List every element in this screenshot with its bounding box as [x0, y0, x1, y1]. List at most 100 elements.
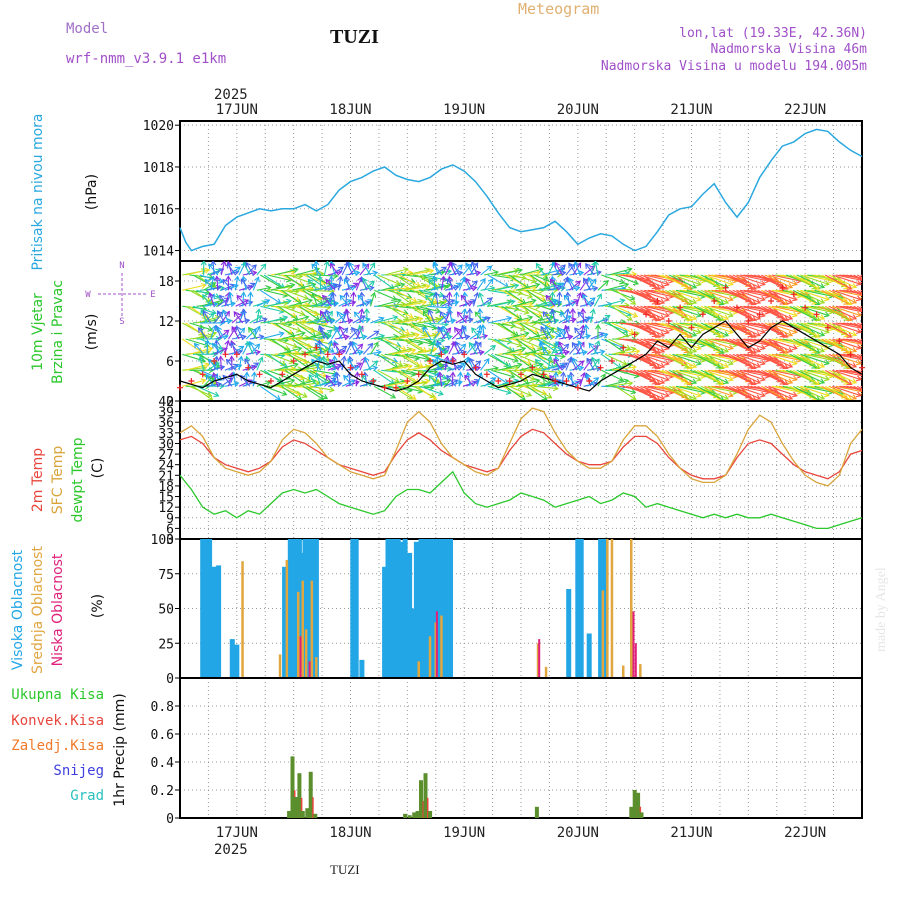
- wind-arrow: [636, 274, 665, 289]
- wind-arrow-head: [819, 347, 826, 353]
- wind-arrow-head: [257, 356, 264, 363]
- wind-arrow: [480, 297, 493, 307]
- mid-cloud-bar: [610, 539, 614, 678]
- wind-arrow: [764, 353, 793, 368]
- wind-arrow-head: [875, 316, 880, 321]
- wind-arrow-head: [871, 327, 876, 332]
- wind-arrow-head: [226, 318, 233, 325]
- wind-arrow: [430, 292, 436, 307]
- wind-arrow: [430, 382, 445, 387]
- wind-arrow-head: [469, 357, 475, 364]
- wind-arrow: [359, 299, 373, 307]
- wind-arrow: [288, 369, 311, 382]
- wind-arrow-head: [851, 346, 858, 353]
- total-precip-bar: [639, 812, 644, 818]
- wind-ytick-label: 0: [166, 395, 174, 410]
- wind-arrow: [764, 338, 793, 353]
- wind-gust-marker: [518, 371, 524, 378]
- wind-arrow: [398, 353, 420, 368]
- wind-arrow-head: [618, 376, 625, 382]
- wind-arrow: [267, 369, 291, 380]
- wind-arrow: [561, 277, 569, 291]
- wind-arrow-head: [593, 377, 600, 383]
- wind-arrow-head: [434, 355, 441, 361]
- wind-arrow: [640, 289, 669, 301]
- wind-arrow-head: [513, 305, 520, 312]
- wind-arrow: [835, 322, 862, 329]
- wind-arrow: [473, 342, 482, 355]
- wind-gust-marker: [199, 371, 206, 378]
- wind-arrow: [200, 310, 208, 324]
- wind-arrow: [672, 274, 701, 286]
- wind-arrow: [579, 316, 594, 324]
- wind-arrow-head: [811, 283, 818, 290]
- wind-gust-marker: [836, 338, 843, 344]
- wind-arrow: [448, 282, 462, 291]
- wind-arrow-head: [846, 379, 853, 386]
- wind-arrow-head: [552, 299, 559, 305]
- wind-arrow-head: [552, 347, 559, 354]
- wind-arrow: [498, 363, 522, 371]
- wind-arrow-head: [255, 308, 262, 315]
- wind-arrow: [466, 280, 478, 291]
- wind-arrow-head: [586, 357, 592, 364]
- wind-arrow: [349, 341, 357, 355]
- wind-arrow: [362, 263, 371, 276]
- wind-arrow: [402, 369, 427, 377]
- wind-arrow-head: [322, 393, 329, 400]
- wind-arrow-head: [577, 340, 584, 347]
- wind-arrow: [707, 274, 738, 282]
- wind-arrow-head: [437, 325, 443, 332]
- wind-arrow-head: [204, 278, 211, 285]
- wind-arrow-head: [227, 377, 234, 384]
- wind-arrow-head: [470, 261, 477, 267]
- wind-arrow: [530, 385, 552, 399]
- temperature-ytick-label: 36: [158, 416, 174, 431]
- wind-arrow-head: [819, 314, 826, 320]
- top-day-label: 22JUN: [784, 102, 826, 118]
- wind-arrow-head: [631, 271, 638, 278]
- wind-arrow: [288, 299, 313, 307]
- wind-arrow-head: [811, 379, 818, 385]
- total-precip-bar: [412, 812, 417, 818]
- wind-arrow: [299, 347, 323, 355]
- wind-arrow-head: [251, 270, 258, 277]
- wind-arrow-head: [823, 375, 830, 382]
- wind-arrow: [373, 274, 395, 290]
- wind-arrow-head: [354, 264, 360, 271]
- high-cloud-bar: [207, 539, 213, 678]
- wind-arrow: [732, 369, 761, 384]
- wind-arrow-head: [548, 327, 555, 334]
- wind-gust-marker: [267, 378, 274, 384]
- wind-arrow: [313, 283, 338, 291]
- wind-arrow-head: [296, 346, 303, 353]
- wind-arrow: [551, 292, 554, 307]
- wind-arrow-head: [686, 363, 693, 370]
- wind-gust-marker: [756, 311, 763, 318]
- wind-arrow: [494, 284, 519, 291]
- wind-arrow-head: [361, 334, 368, 341]
- wind-arrow-head: [325, 374, 332, 381]
- wind-arrow-head: [715, 395, 722, 401]
- wind-arrow: [267, 274, 292, 282]
- wind-gust-marker: [302, 351, 309, 358]
- wind-arrow-head: [819, 283, 826, 289]
- wind-arrow-head: [779, 315, 786, 321]
- wind-arrow-head: [602, 332, 609, 339]
- wind-arrow-head: [588, 301, 595, 307]
- wind-arrow: [398, 369, 420, 384]
- wind-arrow: [405, 338, 427, 353]
- wind-arrow-head: [234, 275, 241, 282]
- wind-arrow: [428, 309, 436, 324]
- wind-arrow: [432, 359, 443, 371]
- wind-arrow: [700, 385, 729, 400]
- mid-cloud-bar: [304, 629, 308, 678]
- wind-arrow-head: [759, 280, 766, 287]
- wind-arrow-head: [567, 334, 574, 341]
- wind-arrow-head: [223, 333, 229, 340]
- wind-arrow: [358, 325, 364, 340]
- wind-arrow-head: [453, 291, 460, 298]
- wind-arrow: [849, 305, 862, 312]
- high-cloud-ylabel: Visoka Oblacnost: [10, 549, 26, 670]
- wind-gust-marker: [290, 358, 297, 364]
